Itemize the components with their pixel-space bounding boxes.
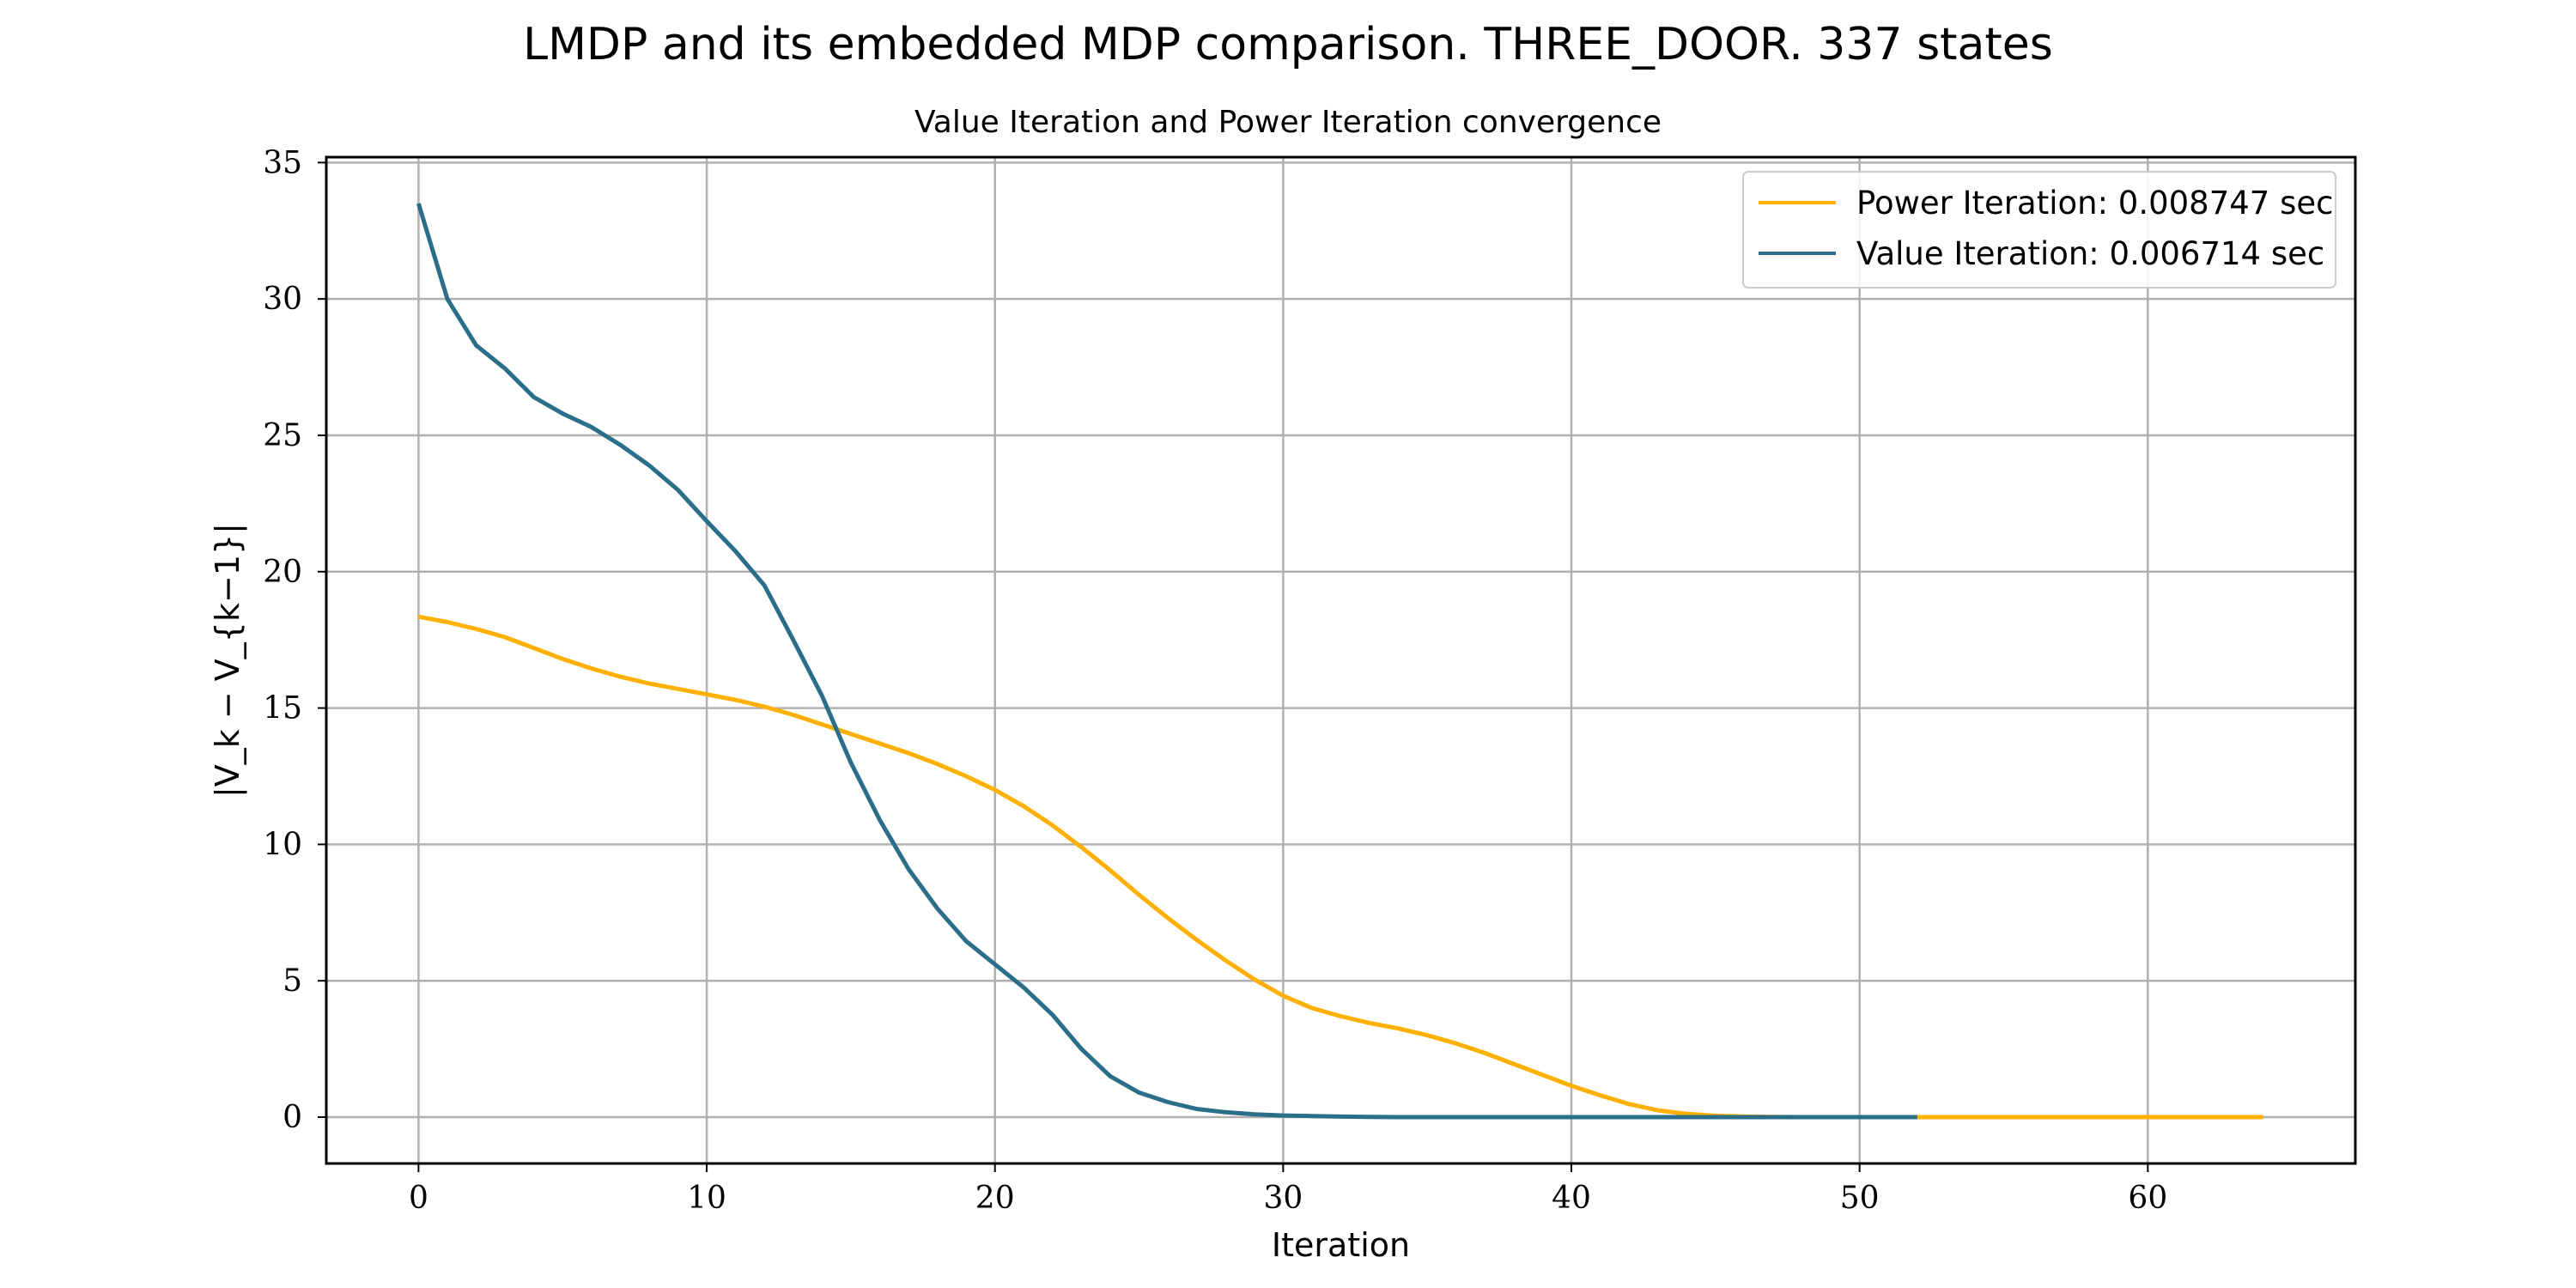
x-tick-label: 10: [687, 1181, 726, 1216]
series-line-value-iteration: [416, 203, 1917, 1120]
x-tick-label: 60: [2128, 1181, 2167, 1216]
series-line-power-iteration: [417, 614, 2263, 1120]
x-tick-label: 0: [409, 1181, 428, 1216]
x-axis-label: Iteration: [1272, 1226, 1410, 1264]
y-tick-label: 5: [283, 963, 302, 999]
y-tick-label: 20: [263, 555, 302, 590]
grid-layer: [326, 157, 2355, 1163]
legend: Power Iteration: 0.008747 sec Value Iter…: [1742, 171, 2336, 289]
y-tick-label: 25: [263, 418, 302, 453]
y-tick-label: 30: [263, 282, 302, 317]
tick-layer: 0 10 20 30 40 50 60 0 5 10 15 20 25 30 35: [263, 145, 2167, 1216]
x-tick-label: 40: [1552, 1181, 1591, 1216]
series-layer: [416, 203, 2263, 1120]
x-tick-label: 30: [1263, 1181, 1303, 1216]
plot-frame: [325, 155, 2357, 1165]
legend-label-power-iteration: Power Iteration: 0.008747 sec: [1856, 185, 2334, 222]
legend-box: [1742, 171, 2336, 289]
x-tick-label: 50: [1840, 1181, 1880, 1216]
x-tick-label: 20: [975, 1181, 1015, 1216]
y-tick-label: 15: [263, 691, 302, 726]
figure-title: LMDP and its embedded MDP comparison. TH…: [523, 19, 2053, 70]
y-tick-label: 35: [263, 145, 302, 180]
y-tick-label: 0: [283, 1100, 302, 1135]
legend-label-value-iteration: Value Iteration: 0.006714 sec: [1856, 235, 2324, 272]
chart-title: Value Iteration and Power Iteration conv…: [914, 105, 1662, 140]
y-axis-label: |V_k − V_{k−1}|: [209, 523, 247, 798]
y-tick-label: 10: [263, 827, 302, 862]
